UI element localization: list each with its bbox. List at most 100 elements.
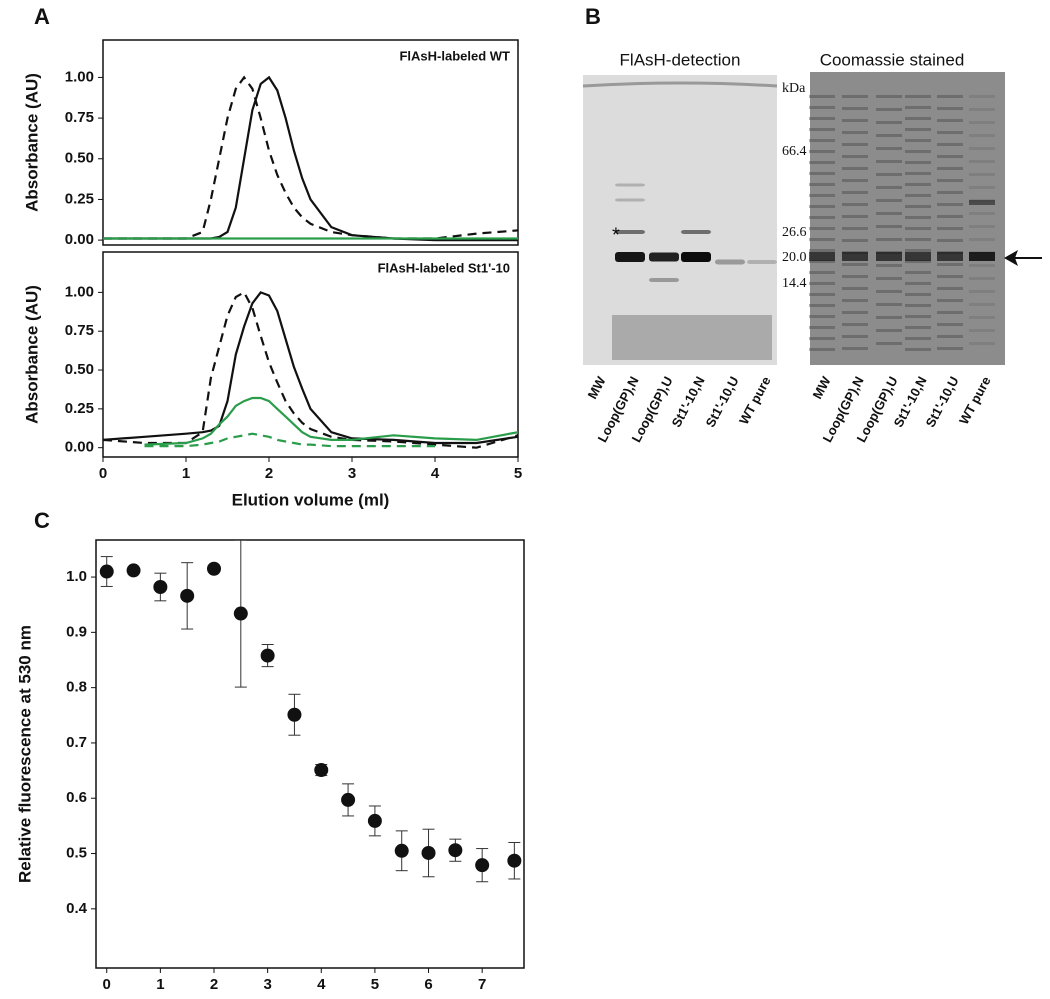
- gel-band: [937, 287, 963, 290]
- gel-band: [876, 342, 902, 345]
- gel-band: [905, 238, 931, 241]
- gel-band: [876, 121, 902, 124]
- y-tick-label: 0.75: [65, 322, 94, 339]
- gel-band: [615, 198, 645, 202]
- y-axis-title: Relative fluorescence at 530 nm: [15, 625, 34, 883]
- marker-label: 66.4: [782, 144, 807, 159]
- gel-band: [842, 275, 868, 278]
- point: [367, 813, 382, 828]
- gel-band: [876, 173, 902, 176]
- gel-band: [969, 212, 995, 215]
- gel-band: [876, 199, 902, 202]
- gel-band: [809, 128, 835, 131]
- gel-band: [747, 260, 777, 264]
- gel-band: [969, 108, 995, 111]
- x-tick-label: 0: [103, 976, 111, 993]
- gel-band: [842, 347, 868, 350]
- gel-band: [937, 323, 963, 326]
- unit-label: kDa: [782, 81, 806, 96]
- gel-band: [937, 167, 963, 170]
- y-tick-label: 0.25: [65, 400, 94, 417]
- gel-band: [809, 150, 835, 153]
- gel-band: [905, 128, 931, 131]
- point: [180, 588, 195, 603]
- gel-band: [969, 264, 995, 267]
- gel-band: [809, 293, 835, 296]
- gel-band: [905, 194, 931, 197]
- y-axis-title: Absorbance (AU): [22, 73, 41, 212]
- gel-band: [842, 167, 868, 170]
- point: [287, 707, 302, 722]
- gel-band: [905, 315, 931, 318]
- gel-band: [809, 95, 835, 98]
- gel-band: [809, 260, 835, 263]
- x-axis-title: Elution volume (ml): [232, 490, 390, 509]
- gel-band: [969, 316, 995, 319]
- panel-label: C: [34, 508, 50, 533]
- lane-label: MW: [585, 373, 609, 401]
- gel-band: [969, 290, 995, 293]
- y-tick-label: 1.00: [65, 68, 94, 85]
- gel-band: [809, 216, 835, 219]
- gel-band: [809, 326, 835, 329]
- lane-label: MW: [810, 373, 834, 401]
- gel-band: [937, 119, 963, 122]
- line: [103, 75, 518, 240]
- gel-band: [809, 227, 835, 230]
- gel-band: [876, 264, 902, 267]
- gel-band: [937, 143, 963, 146]
- gel-band: [842, 287, 868, 290]
- gel-band: [809, 315, 835, 318]
- gel-band: [969, 173, 995, 176]
- gel-band: [937, 227, 963, 230]
- gel-band: [842, 323, 868, 326]
- plot-frame: [102, 39, 519, 246]
- gel-title: Coomassie stained: [820, 50, 965, 69]
- gel-band: [842, 179, 868, 182]
- gel-band: [876, 303, 902, 306]
- x-tick-label: 2: [265, 465, 273, 482]
- gel-band: [937, 263, 963, 266]
- gel-band: [905, 172, 931, 175]
- gel-band: [842, 131, 868, 134]
- x-tick-label: 7: [478, 976, 486, 993]
- gel-band: [969, 329, 995, 332]
- gel-band: [969, 134, 995, 137]
- star: *: [612, 224, 620, 246]
- gel-band: [842, 335, 868, 338]
- gel-band: [876, 147, 902, 150]
- gel-band: [876, 108, 902, 111]
- gel-band: [937, 179, 963, 182]
- gel-band: [905, 106, 931, 109]
- gel-band: [809, 282, 835, 285]
- gel-band: [876, 290, 902, 293]
- gel-band: [809, 337, 835, 340]
- gel-band: [715, 259, 745, 265]
- y-tick-label: 0.7: [66, 734, 87, 751]
- x-tick-label: 1: [182, 465, 190, 482]
- gel-band: [809, 238, 835, 241]
- gel-band: [905, 150, 931, 153]
- gel-band: [905, 249, 931, 252]
- gel-well: [582, 81, 778, 88]
- x-tick-label: 3: [348, 465, 356, 482]
- y-tick-label: 0.4: [66, 900, 88, 917]
- chart-title: FlAsH-labeled WT: [399, 48, 510, 63]
- y-tick-label: 0.8: [66, 679, 87, 696]
- gel-band: [937, 299, 963, 302]
- gel-band: [842, 299, 868, 302]
- point: [153, 580, 168, 595]
- gel-band: [969, 147, 995, 150]
- gel-band: [937, 107, 963, 110]
- gel-band: [937, 335, 963, 338]
- gel-band: [969, 160, 995, 163]
- gel-band: [876, 95, 902, 98]
- x-tick-label: 6: [424, 976, 432, 993]
- gel-band: [937, 215, 963, 218]
- gel-band: [905, 139, 931, 142]
- x-tick-label: 1: [156, 976, 164, 993]
- chart: 0.00 0.25 0.50 0.75 1.00 0 1 2 3 4 5 FlAsH-labeled …: [22, 251, 522, 509]
- marker-label: 14.4: [782, 276, 807, 291]
